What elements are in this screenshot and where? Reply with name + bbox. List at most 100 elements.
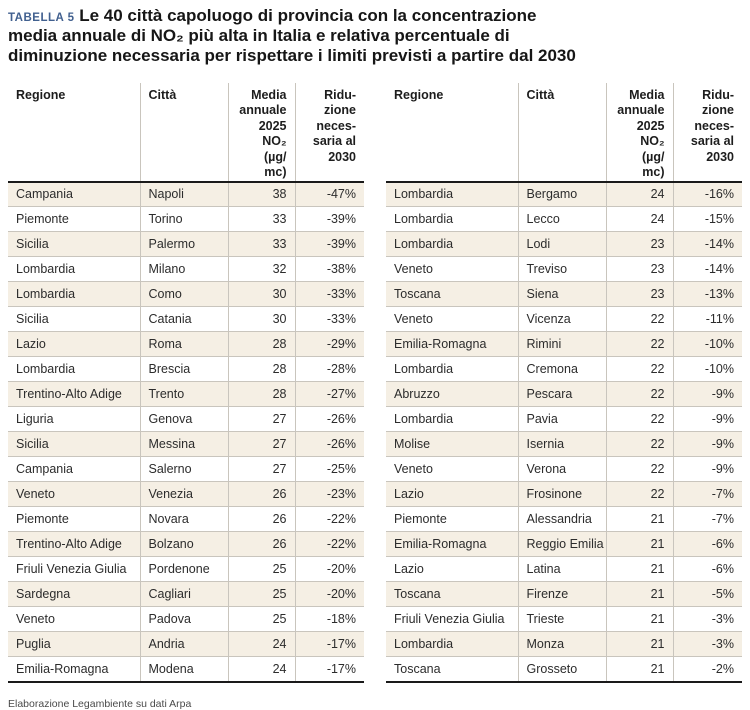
reduction-cell: -7% [672, 506, 742, 533]
city-cell: Pescara [517, 381, 606, 408]
table-row: Puglia Andria 24 -17% [8, 631, 364, 658]
region-cell: Lazio [386, 556, 518, 583]
region-cell: Lombardia [386, 206, 518, 233]
column-header-city: Città [517, 82, 606, 183]
reduction-cell: -9% [672, 381, 742, 408]
region-cell: Toscana [386, 656, 518, 683]
region-cell: Lombardia [386, 181, 518, 208]
table-row: Campania Napoli 38 -47% [8, 181, 364, 208]
reduction-cell: -33% [294, 306, 364, 333]
table-row: Sicilia Catania 30 -33% [8, 306, 364, 333]
reduction-cell: -20% [294, 556, 364, 583]
table-body-left: Campania Napoli 38 -47% Piemonte Torino 33 -39%… [8, 181, 364, 683]
city-cell: Siena [517, 281, 606, 308]
city-cell: Bergamo [517, 181, 606, 208]
region-cell: Piemonte [386, 506, 518, 533]
region-cell: Veneto [386, 306, 518, 333]
mean-cell: 22 [605, 356, 673, 383]
mean-cell: 28 [227, 381, 295, 408]
region-cell: Lazio [386, 481, 518, 508]
city-cell: Roma [139, 331, 228, 358]
table-row: Friuli Venezia Giulia Pordenone 25 -20% [8, 556, 364, 583]
region-cell: Abruzzo [386, 381, 518, 408]
city-cell: Monza [517, 631, 606, 658]
city-cell: Frosinone [517, 481, 606, 508]
city-cell: Andria [139, 631, 228, 658]
mean-cell: 22 [605, 456, 673, 483]
region-cell: Friuli Venezia Giulia [8, 556, 140, 583]
table-row: Sardegna Cagliari 25 -20% [8, 581, 364, 608]
region-cell: Emilia-Romagna [8, 656, 140, 683]
reduction-cell: -17% [294, 631, 364, 658]
mean-cell: 21 [605, 556, 673, 583]
region-cell: Lombardia [386, 231, 518, 258]
reduction-cell: -3% [672, 606, 742, 633]
table-row: Piemonte Alessandria 21 -7% [386, 506, 742, 533]
reduction-cell: -22% [294, 531, 364, 558]
region-cell: Toscana [386, 581, 518, 608]
table-row: Liguria Genova 27 -26% [8, 406, 364, 433]
city-cell: Cremona [517, 356, 606, 383]
region-cell: Sicilia [8, 431, 140, 458]
city-cell: Grosseto [517, 656, 606, 683]
region-cell: Molise [386, 431, 518, 458]
table-row: Lombardia Monza 21 -3% [386, 631, 742, 658]
region-cell: Lombardia [386, 356, 518, 383]
table-row: Veneto Padova 25 -18% [8, 606, 364, 633]
mean-cell: 26 [227, 506, 295, 533]
reduction-cell: -10% [672, 331, 742, 358]
reduction-cell: -9% [672, 456, 742, 483]
reduction-cell: -14% [672, 231, 742, 258]
mean-cell: 26 [227, 481, 295, 508]
table-number-label: TABELLA 5 [8, 12, 75, 24]
mean-cell: 27 [227, 406, 295, 433]
reduction-cell: -28% [294, 356, 364, 383]
tables-container: Regione Città Media annuale 2025 NO₂ (µg… [8, 82, 742, 683]
city-cell: Como [139, 281, 228, 308]
city-cell: Palermo [139, 231, 228, 258]
city-cell: Napoli [139, 181, 228, 208]
mean-cell: 22 [605, 306, 673, 333]
mean-cell: 21 [605, 506, 673, 533]
table-row: Sicilia Palermo 33 -39% [8, 231, 364, 258]
city-cell: Modena [139, 656, 228, 683]
city-cell: Pordenone [139, 556, 228, 583]
region-cell: Lombardia [8, 356, 140, 383]
mean-cell: 21 [605, 656, 673, 683]
reduction-cell: -10% [672, 356, 742, 383]
reduction-cell: -38% [294, 256, 364, 283]
page-title-text: Le 40 città capoluogo di provincia con l… [8, 6, 576, 65]
table-row: Lombardia Lodi 23 -14% [386, 231, 742, 258]
reduction-cell: -2% [672, 656, 742, 683]
mean-cell: 32 [227, 256, 295, 283]
table-row: Toscana Firenze 21 -5% [386, 581, 742, 608]
table-row: Emilia-Romagna Rimini 22 -10% [386, 331, 742, 358]
mean-cell: 23 [605, 281, 673, 308]
mean-cell: 21 [605, 606, 673, 633]
table-row: Piemonte Torino 33 -39% [8, 206, 364, 233]
reduction-cell: -47% [294, 181, 364, 208]
region-cell: Veneto [8, 481, 140, 508]
table-row: Lazio Latina 21 -6% [386, 556, 742, 583]
reduction-cell: -22% [294, 506, 364, 533]
table-row: Lombardia Cremona 22 -10% [386, 356, 742, 383]
reduction-cell: -6% [672, 556, 742, 583]
reduction-cell: -18% [294, 606, 364, 633]
city-cell: Cagliari [139, 581, 228, 608]
mean-cell: 22 [605, 431, 673, 458]
table-row: Veneto Treviso 23 -14% [386, 256, 742, 283]
region-cell: Sicilia [8, 231, 140, 258]
reduction-cell: -9% [672, 406, 742, 433]
mean-cell: 27 [227, 456, 295, 483]
city-cell: Trieste [517, 606, 606, 633]
reduction-cell: -13% [672, 281, 742, 308]
mean-cell: 27 [227, 431, 295, 458]
no2-table-left: Regione Città Media annuale 2025 NO₂ (µg… [8, 82, 364, 683]
reduction-cell: -3% [672, 631, 742, 658]
no2-table-right: Regione Città Media annuale 2025 NO₂ (µg… [386, 82, 742, 683]
city-cell: Lecco [517, 206, 606, 233]
table-row: Friuli Venezia Giulia Trieste 21 -3% [386, 606, 742, 633]
region-cell: Piemonte [8, 206, 140, 233]
mean-cell: 22 [605, 406, 673, 433]
reduction-cell: -23% [294, 481, 364, 508]
